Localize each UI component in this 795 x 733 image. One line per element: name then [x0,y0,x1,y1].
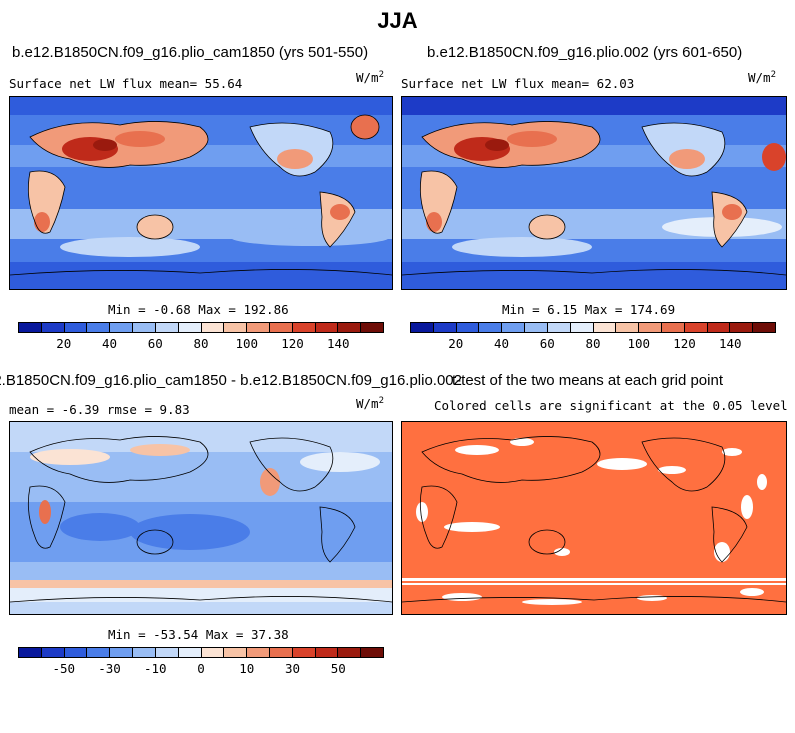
colorbar-tick-label: 40 [493,336,510,351]
colorbar-box [684,323,708,332]
colorbar-tick-label: 50 [330,661,346,676]
colorbar-box [155,323,179,332]
colorbar-box [361,323,383,332]
colorbar-box [502,323,526,332]
colorbar-box [639,323,662,332]
colorbar-box [315,648,339,657]
panel-4-subtitle: Colored cells are significant at the 0.0… [434,398,788,413]
colorbar-tick-label: 10 [239,661,255,676]
colorbar-tick-label: 0 [197,661,205,676]
panel-3-stats-label: mean = -6.39 rmse = 9.83 [9,402,190,417]
colorbar-box [64,323,88,332]
colorbar-box [178,648,202,657]
panel-2-title: b.e12.B1850CN.f09_g16.plio.002 (yrs 601-… [427,44,743,61]
panel-3-minmax: Min = -53.54 Max = 37.38 [108,627,289,642]
colorbar-box [87,323,111,332]
colorbar-box [753,323,775,332]
colorbar-box [707,323,731,332]
colorbar-tick-label: 40 [101,336,118,351]
colorbar-box [479,323,503,332]
colorbar-box [730,323,754,332]
colorbar-box [433,323,457,332]
panel-1-mean-label: Surface net LW flux mean= 55.64 [9,76,243,91]
colorbar-box [315,323,339,332]
panel-1-title: b.e12.B1850CN.f09_g16.plio_cam1850 (yrs … [12,44,369,61]
colorbar-box [616,323,640,332]
colorbar-box [411,323,434,332]
colorbar-box [361,648,383,657]
colorbar-box [292,323,316,332]
panel-3-colorbar [18,647,384,658]
colorbar-box [41,648,65,657]
colorbar-box [224,648,248,657]
colorbar-tick-label: 140 [326,336,350,351]
panel-4-title: t-test of the two means at each grid poi… [452,372,723,389]
colorbar-box [338,648,362,657]
panel-2-minmax: Min = 6.15 Max = 174.69 [502,302,676,317]
panel-1-minmax: Min = -0.68 Max = 192.86 [108,302,289,317]
panel-1-colorbar [18,322,384,333]
colorbar-box [456,323,480,332]
colorbar-box [338,323,362,332]
panel-3-title: b.e12.B1850CN.f09_g16.plio_cam1850 - b.e… [0,372,462,389]
colorbar-box [110,648,134,657]
colorbar-box [201,323,225,332]
colorbar-box [269,323,293,332]
colorbar-box [41,323,65,332]
colorbar-box [292,648,316,657]
colorbar-box [178,323,202,332]
colorbar-box [19,323,42,332]
panel-1-map [9,96,393,290]
colorbar-box [133,648,156,657]
panel-1-units: W/m2 [356,70,384,86]
colorbar-box [247,648,270,657]
panel-3-title-clip: b.e12.B1850CN.f09_g16.plio_cam1850 - b.e… [0,372,462,392]
colorbar-tick-label: 140 [718,336,742,351]
colorbar-box [110,323,134,332]
colorbar-box [155,648,179,657]
colorbar-tick-label: 80 [193,336,209,351]
colorbar-box [570,323,594,332]
colorbar-box [547,323,571,332]
colorbar-box [224,323,248,332]
colorbar-tick-label: 120 [673,336,696,351]
colorbar-tick-label: -10 [143,661,167,676]
colorbar-tick-label: -30 [98,661,121,676]
colorbar-box [87,648,111,657]
colorbar-box [525,323,548,332]
colorbar-tick-label: 60 [539,336,555,351]
colorbar-box [661,323,685,332]
panel-2-map [401,96,787,290]
colorbar-box [593,323,617,332]
panel-4-map [401,421,787,615]
colorbar-box [19,648,42,657]
colorbar-tick-label: 60 [147,336,163,351]
colorbar-tick-label: 20 [56,336,72,351]
colorbar-tick-label: 30 [284,661,301,676]
colorbar-box [64,648,88,657]
panel-2-units: W/m2 [748,70,776,86]
colorbar-tick-label: 120 [281,336,304,351]
colorbar-tick-label: 100 [627,336,651,351]
panel-2-mean-label: Surface net LW flux mean= 62.03 [401,76,635,91]
colorbar-tick-label: 100 [235,336,259,351]
panel-2-colorbar [410,322,776,333]
colorbar-tick-label: -50 [52,661,76,676]
figure-title: JJA [377,8,418,33]
colorbar-tick-label: 20 [448,336,464,351]
panel-3-map [9,421,393,615]
colorbar-box [247,323,270,332]
colorbar-box [269,648,293,657]
colorbar-box [201,648,225,657]
colorbar-box [133,323,156,332]
panel-3-units: W/m2 [356,396,384,412]
colorbar-tick-label: 80 [585,336,601,351]
